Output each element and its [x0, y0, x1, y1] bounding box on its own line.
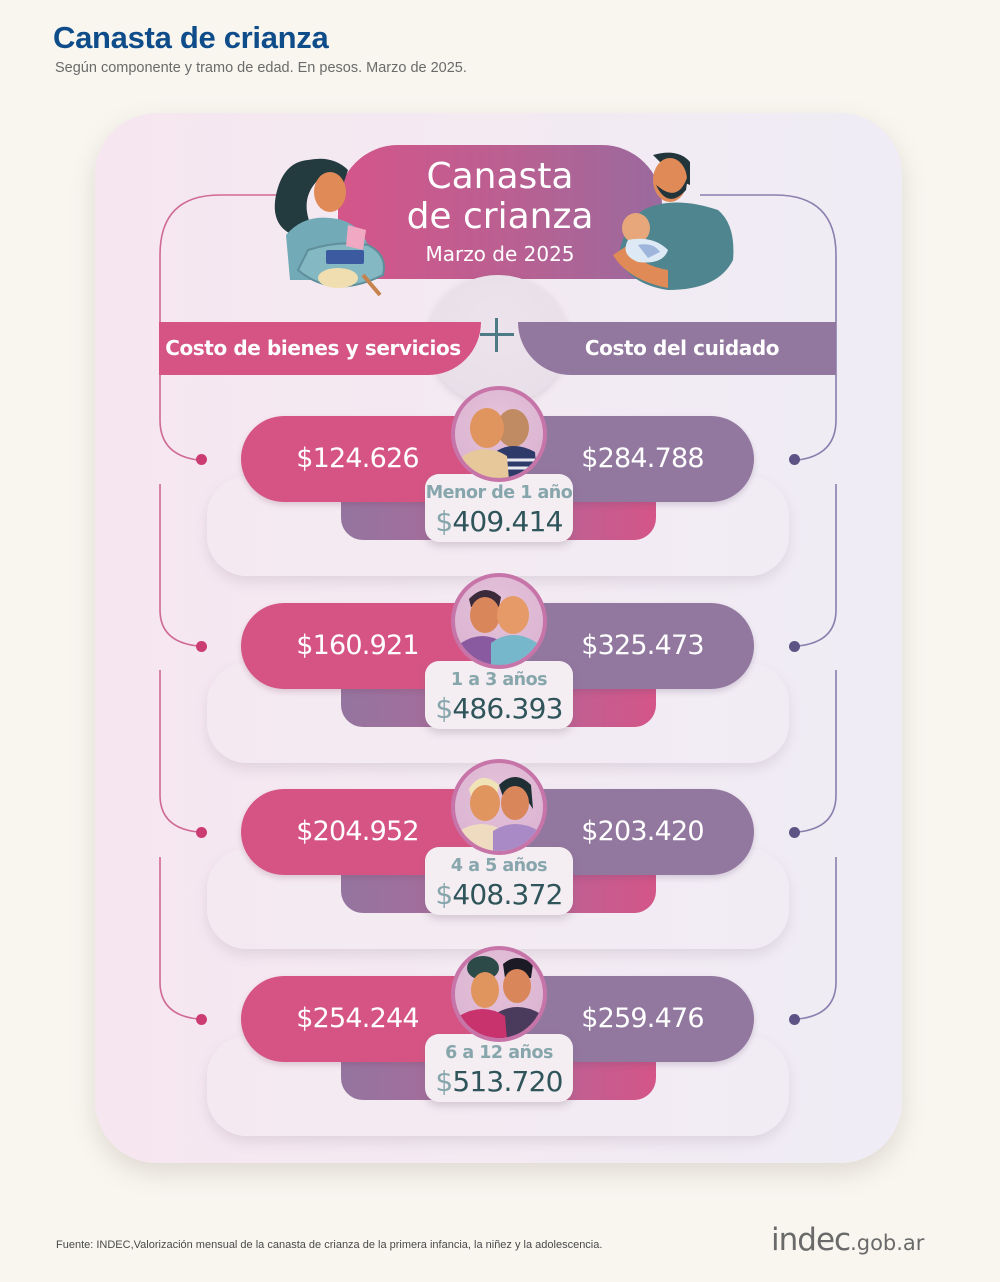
total-tag: [425, 661, 573, 729]
goods-services-value: $254.244: [296, 1003, 419, 1034]
total-tag: [425, 847, 573, 915]
total-tag: [425, 1034, 573, 1102]
care-value: $203.420: [581, 816, 704, 847]
age-row-under-1: $124.626 $284.788 Menor de 1 año $409.41…: [0, 386, 1000, 596]
connector-dot-right: [789, 1014, 800, 1025]
banner-period: Marzo de 2025: [425, 242, 575, 266]
two-children-icon: [451, 759, 547, 855]
currency-sign: $: [435, 878, 453, 911]
care-value: $259.476: [581, 1003, 704, 1034]
age-group-label: 6 a 12 años: [445, 1043, 553, 1063]
source-note: Fuente: INDEC,Valorización mensual de la…: [56, 1239, 603, 1251]
plus-icon: [480, 318, 514, 352]
goods-services-value: $160.921: [296, 630, 419, 661]
currency-sign: $: [435, 505, 453, 538]
total-value: $513.720: [410, 1065, 588, 1098]
connector-dot-right: [789, 641, 800, 652]
total-amount: 486.393: [452, 692, 563, 725]
two-toddlers-icon: [451, 573, 547, 669]
logo-main: indec: [771, 1222, 851, 1258]
header-banner: Canasta de crianza Marzo de 2025: [338, 145, 662, 279]
age-group-label: 1 a 3 años: [450, 670, 548, 690]
woman-with-basket-illustration: [268, 150, 403, 300]
connector-dot-left: [196, 641, 207, 652]
total-value: $408.372: [410, 878, 588, 911]
page-title: Canasta de crianza: [53, 20, 329, 55]
total-amount: 408.372: [452, 878, 563, 911]
total-amount: 409.414: [452, 505, 563, 538]
two-babies-icon: [451, 386, 547, 482]
total-value: $409.414: [410, 505, 588, 538]
age-row-1-3: $160.921 $325.473 1 a 3 años $486.393: [0, 573, 1000, 783]
two-kids-icon: [451, 946, 547, 1042]
total-tag: [425, 474, 573, 542]
total-amount: 513.720: [452, 1065, 563, 1098]
age-group-label: 4 a 5 años: [450, 856, 548, 876]
goods-services-value: $124.626: [296, 443, 419, 474]
care-cost-label: Costo del cuidado: [518, 322, 836, 375]
age-group-label: Menor de 1 año: [425, 483, 573, 503]
age-row-4-5: $204.952 $203.420 4 a 5 años $408.372: [0, 759, 1000, 969]
goods-services-value: $204.952: [296, 816, 419, 847]
banner-title-line2: de crianza: [406, 196, 594, 237]
connector-dot-left: [196, 454, 207, 465]
goods-services-label: Costo de bienes y servicios: [159, 322, 481, 375]
man-holding-baby-illustration: [608, 150, 738, 295]
connector-dot-right: [789, 827, 800, 838]
currency-sign: $: [435, 692, 453, 725]
connector-dot-right: [789, 454, 800, 465]
age-row-6-12: $254.244 $259.476 6 a 12 años $513.720: [0, 946, 1000, 1156]
currency-sign: $: [435, 1065, 453, 1098]
logo-suffix: .gob.ar: [850, 1231, 925, 1255]
care-value: $284.788: [581, 443, 704, 474]
total-value: $486.393: [410, 692, 588, 725]
connector-dot-left: [196, 827, 207, 838]
connector-dot-left: [196, 1014, 207, 1025]
indec-logo-link[interactable]: indec.gob.ar: [771, 1222, 924, 1258]
page-subtitle: Según componente y tramo de edad. En pes…: [55, 60, 467, 76]
care-value: $325.473: [581, 630, 704, 661]
banner-title-line1: Canasta: [426, 156, 574, 197]
